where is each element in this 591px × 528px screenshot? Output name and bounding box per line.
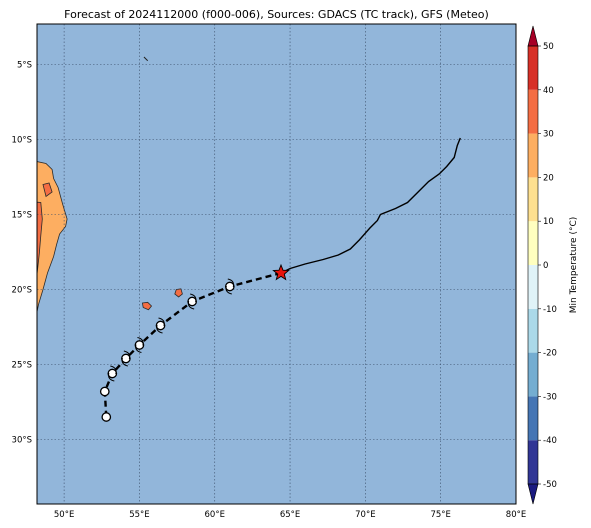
- mauritius-island: [174, 288, 183, 298]
- lon-tick-label: 60°E: [205, 510, 225, 520]
- colorbar-over-arrow: [527, 25, 539, 47]
- colorbar-bin: [528, 308, 538, 353]
- colorbar-tick-label: 10: [543, 217, 554, 227]
- observed-track-line: [280, 137, 461, 274]
- madagascar-interior: [37, 201, 43, 281]
- colorbar-bin: [528, 265, 538, 309]
- colorbar-bin: [528, 396, 538, 441]
- lat-tick-label: 30°S: [12, 436, 32, 446]
- longitude-ticks: 50°E 55°E 60°E 65°E 70°E 75°E 80°E: [54, 510, 526, 520]
- lon-tick-label: 50°E: [54, 510, 74, 520]
- colorbar-tick-label: 30: [543, 130, 554, 140]
- lat-tick-label: 25°S: [12, 361, 32, 371]
- lon-tick-label: 65°E: [280, 510, 300, 520]
- forecast-marker: [134, 336, 145, 354]
- colorbar-bin: [528, 46, 538, 90]
- lon-tick-label: 80°E: [506, 510, 526, 520]
- ocean-background: [37, 24, 516, 504]
- reunion-island: [141, 301, 153, 311]
- colorbar-tick-label: -30: [543, 392, 557, 402]
- land-layer: [37, 56, 183, 315]
- forecast-marker: [101, 412, 112, 422]
- graticule: [37, 24, 516, 504]
- colorbar-tick-label: -10: [543, 305, 557, 315]
- colorbar-tick-label: 50: [543, 42, 554, 52]
- madagascar-land: [37, 161, 68, 315]
- lon-tick-label: 55°E: [129, 510, 149, 520]
- colorbar-bin: [528, 177, 538, 222]
- forecast-marker: [107, 365, 118, 382]
- forecast-marker: [121, 350, 131, 367]
- latitude-ticks: 5°S 10°S 15°S 20°S 25°S 30°S: [12, 61, 32, 446]
- colorbar-under-arrow: [527, 483, 539, 505]
- seychelles-island: [143, 56, 149, 62]
- forecast-marker: [99, 386, 110, 397]
- cyclone-track: [99, 137, 461, 422]
- figure-title: Forecast of 2024112000 (f000-006), Sourc…: [64, 8, 489, 21]
- colorbar-bin: [528, 352, 538, 397]
- map-panel: 50°E 55°E 60°E 65°E 70°E 75°E 80°E 5°S 10°S 15°S…: [12, 23, 526, 520]
- madagascar-north-patch: [42, 182, 53, 198]
- lat-tick-label: 15°S: [12, 211, 32, 221]
- lat-tick-label: 5°S: [17, 61, 32, 71]
- current-position-star: [272, 263, 290, 281]
- colorbar-tick-label: -20: [543, 349, 557, 359]
- lat-tick-label: 20°S: [12, 286, 32, 296]
- lat-tick-label: 10°S: [12, 136, 32, 146]
- map-frame: [36, 23, 517, 505]
- colorbar: -50 -40 -30 -20 -10 0 10 20 30 40 50 Min Temperatur…: [527, 25, 579, 505]
- forecast-marker: [187, 293, 197, 310]
- lon-tick-label: 70°E: [355, 510, 375, 520]
- colorbar-bin: [528, 440, 538, 484]
- colorbar-bin: [528, 221, 538, 265]
- colorbar-bin: [528, 89, 538, 134]
- forecast-marker: [224, 278, 235, 295]
- colorbar-tick-label: 40: [543, 86, 554, 96]
- colorbar-tick-label: 20: [543, 173, 554, 183]
- colorbar-tick-label: 0: [543, 261, 548, 271]
- colorbar-bin: [528, 133, 538, 178]
- colorbar-tick-label: -50: [543, 480, 557, 490]
- colorbar-tick-label: -40: [543, 436, 557, 446]
- colorbar-label: Min Temperature (°C): [569, 217, 579, 314]
- lon-tick-label: 75°E: [430, 510, 450, 520]
- forecast-marker: [155, 317, 166, 334]
